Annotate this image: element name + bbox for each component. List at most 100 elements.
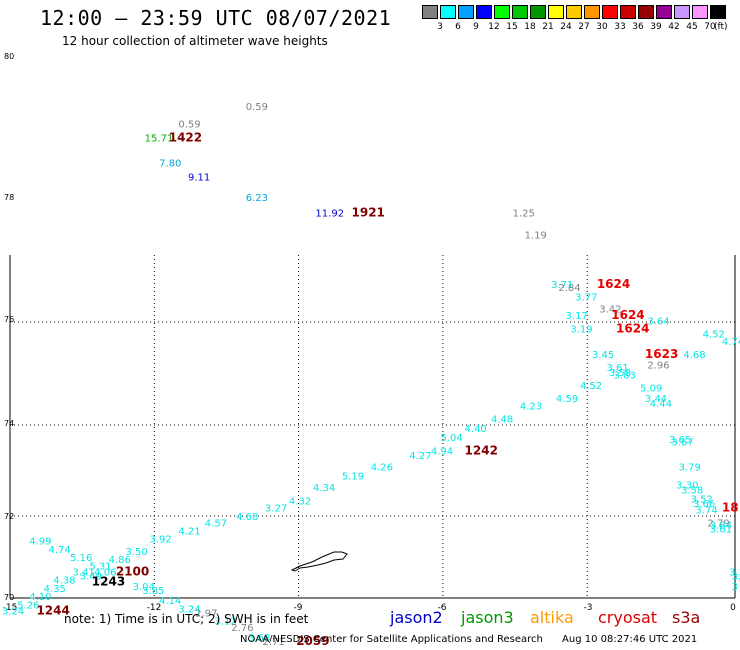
wave-height-label: 4.86 [109,555,131,566]
wave-height-label: 3.85 [142,586,164,597]
wave-height-label: 3 [732,582,738,593]
wave-height-label: 3.41 [73,567,95,578]
page-subtitle: 12 hour collection of altimeter wave hei… [62,34,328,48]
wave-height-label: 1244 [36,603,69,617]
wave-height-label: 4.52 [580,381,602,392]
wave-height-label: 5.31 [89,561,111,572]
legend-swatch [674,5,690,19]
wave-height-label: 4.34 [313,483,335,494]
wave-height-label: 3.04 [133,582,155,593]
wave-height-label: 3.50 [125,547,147,558]
wave-height-label: 3.44 [645,394,667,405]
legend-swatch [548,5,564,19]
wave-height-label: 5.09 [640,384,662,395]
wave-height-label: 1623 [645,347,678,361]
wave-height-label: 2.96 [647,360,669,371]
lon-tick-label: 0 [730,603,736,613]
wave-height-label: 4.94 [431,447,453,458]
footer-timestamp: Aug 10 08:27:46 UTC 2021 [562,634,698,645]
wave-height-label: 4.40 [465,424,487,435]
legend-label: 36 [632,22,644,32]
wave-height-label: 3.67 [671,437,693,448]
legend-label: 70 [704,22,716,32]
lat-tick-label: 78 [4,193,14,202]
wave-height-label: 11.92 [315,209,344,220]
wave-height-label: 4.52 [703,329,725,340]
legend-label: 39 [650,22,662,32]
wave-height-label: 3.27 [265,503,287,514]
lat-tick-label: 74 [4,419,14,428]
wave-height-label: 3.42 [599,305,621,316]
wave-height-label: 4.99 [29,537,51,548]
legend-label: 42 [668,22,680,32]
satellite-name-cryosat: cryosat [598,608,658,627]
wave-height-label: 3.71 [551,280,573,291]
legend-label: 27 [578,22,590,32]
legend-unit: (ft) [714,22,728,32]
wave-height-label: 3.19 [570,324,592,335]
lat-tick-label: 72 [4,512,14,521]
footer-credit: NOAA/NESDIS Center for Satellite Applica… [240,634,543,645]
wave-height-label: 4.48 [491,414,513,425]
wave-height-label: 4.23 [520,402,542,413]
wave-height-label: 3.52 [691,494,713,505]
footer: NOAA/NESDIS Center for Satellite Applica… [240,634,697,645]
wave-height-label: 3.68 [248,633,270,644]
legend-swatch [584,5,600,19]
lat-tick-label: 70 [4,593,14,602]
wave-height-label: 18 [722,500,739,514]
legend-swatch [620,5,636,19]
wave-height-label: 0.59 [178,120,200,131]
wave-height-label: 4.44 [650,399,672,410]
wave-height-label: 4.74 [722,337,740,348]
wave-height-label: 3.3 [729,567,740,578]
wave-height-label: 3.74 [695,506,717,517]
legend-label: 15 [506,22,518,32]
legend-swatch [656,5,672,19]
lat-tick-label: 76 [4,315,14,324]
wave-height-label: 2.79 [707,518,729,529]
wave-height-label: 1243 [92,575,125,589]
wave-height-label: 4.32 [289,497,311,508]
lon-tick-label: -12 [147,603,162,613]
legend-label: 18 [524,22,536,32]
wave-height-label: 3.2 [732,572,740,583]
wave-height-label: 5.16 [70,553,92,564]
wave-height-label: 1.25 [513,209,535,220]
legend-label: 3 [437,22,443,32]
wave-height-label: 15.71 [145,134,174,145]
wave-height-label: 3.61 [710,524,732,535]
wave-height-label: 3.30 [676,481,698,492]
wave-height-label: 3.66 [693,499,715,510]
legend-swatch [458,5,474,19]
lat-lon-grid [9,255,736,599]
wave-height-label: 3.45 [592,350,614,361]
legend-label: 45 [686,22,698,32]
wave-height-label: 4.38 [53,576,75,587]
wave-height-label: 3.61 [606,363,628,374]
legend-swatch [566,5,582,19]
wave-height-label: 3.84 [710,520,732,531]
wave-height-label: 3.24 [178,604,200,615]
wave-height-label: 2.84 [558,283,580,294]
wave-height-label: 5.04 [440,433,462,444]
legend-swatch [602,5,618,19]
wave-height-label: 2059 [296,634,329,648]
wave-height-label: 2.97 [195,608,217,619]
wave-height-label: 6.23 [246,193,268,204]
legend-label: 6 [455,22,461,32]
jan-mayen-island-outline [290,551,348,572]
wave-height-label: 3.12 [214,617,236,628]
wave-height-label: 3.65 [669,435,691,446]
wave-height-label: 4.35 [44,584,66,595]
legend-swatch [638,5,654,19]
wave-height-label: 0.59 [246,102,268,113]
lon-tick-label: -6 [438,603,447,613]
wave-height-label: 3.24 [2,606,24,617]
legend-swatch [440,5,456,19]
wave-height-label: 4.74 [48,545,70,556]
satellite-name-s3a: s3a [672,608,701,627]
wave-height-label: 3.83 [614,371,636,382]
